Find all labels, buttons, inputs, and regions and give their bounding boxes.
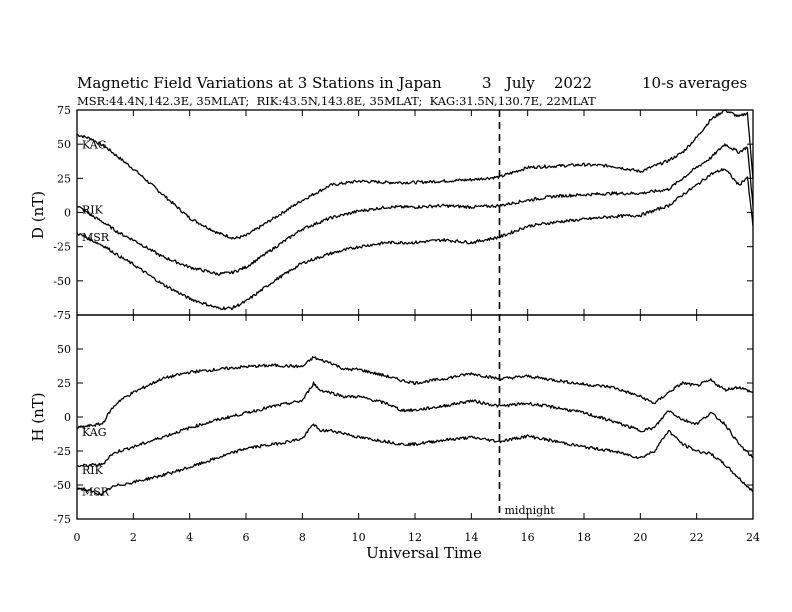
y-axis-title-h: H (nT) xyxy=(29,392,47,441)
x-tick-label: 0 xyxy=(74,531,81,544)
series-line-rik-d xyxy=(76,143,754,277)
y-axis-title-d: D (nT) xyxy=(29,191,47,239)
chart-title: Magnetic Field Variations at 3 Stations … xyxy=(77,74,442,92)
x-tick-label: 24 xyxy=(746,531,760,544)
station-label-rik: RIK xyxy=(82,204,104,217)
series-line-rik-h xyxy=(76,381,754,468)
y-tick-label: 50 xyxy=(57,343,71,356)
y-tick-label: -25 xyxy=(53,241,71,254)
midnight-label: midnight xyxy=(505,504,556,517)
chart-subtitle: MSR:44.4N,142.3E, 35MLAT; RIK:43.5N,143.… xyxy=(77,94,596,108)
station-label-rik: RIK xyxy=(82,464,104,477)
series-line-kag-h xyxy=(76,356,754,430)
panel-h: 50 25 0 -25 -50 -75 KAG RIK MSR xyxy=(53,314,754,526)
series-line-kag-d xyxy=(76,109,754,240)
y-tick-label: 0 xyxy=(64,207,71,220)
y-tick-label: -50 xyxy=(53,479,71,492)
x-axis: 0 2 4 6 8 10 12 14 16 18 20 22 24 xyxy=(74,531,761,544)
x-tick-label: 2 xyxy=(130,531,137,544)
midnight-marker: midnight xyxy=(498,110,556,519)
y-tick-label: 25 xyxy=(57,172,71,185)
x-tick-label: 18 xyxy=(577,531,591,544)
x-tick-label: 6 xyxy=(243,531,250,544)
station-label-kag: KAG xyxy=(82,139,107,152)
y-tick-label: 0 xyxy=(64,411,71,424)
station-label-kag: KAG xyxy=(82,426,107,439)
panel-d: 75 50 25 0 -25 -50 -75 KAG RIK MSR xyxy=(53,104,754,322)
panel-frame xyxy=(76,314,754,520)
chart-averaging: 10-s averages xyxy=(642,74,747,92)
x-tick-label: 10 xyxy=(352,531,366,544)
y-tick-label: -75 xyxy=(53,513,71,526)
x-tick-label: 14 xyxy=(464,531,478,544)
station-label-msr: MSR xyxy=(82,486,110,499)
x-tick-label: 22 xyxy=(690,531,704,544)
y-tick-label: -50 xyxy=(53,275,71,288)
x-tick-label: 20 xyxy=(633,531,647,544)
chart-date: 3 July 2022 xyxy=(482,74,592,92)
y-tick-label: 75 xyxy=(57,104,71,117)
x-tick-label: 12 xyxy=(408,531,422,544)
y-tick-label: 50 xyxy=(57,138,71,151)
y-tick-label: 25 xyxy=(57,377,71,390)
x-tick-label: 8 xyxy=(299,531,306,544)
x-tick-label: 4 xyxy=(186,531,193,544)
y-tick-label: -25 xyxy=(53,445,71,458)
x-tick-label: 16 xyxy=(521,531,535,544)
series-line-msr-d xyxy=(76,168,754,311)
y-tick-label: -75 xyxy=(53,309,71,322)
station-label-msr: MSR xyxy=(82,231,110,244)
series-line-msr-h xyxy=(76,423,754,497)
x-axis-title: Universal Time xyxy=(366,544,482,562)
